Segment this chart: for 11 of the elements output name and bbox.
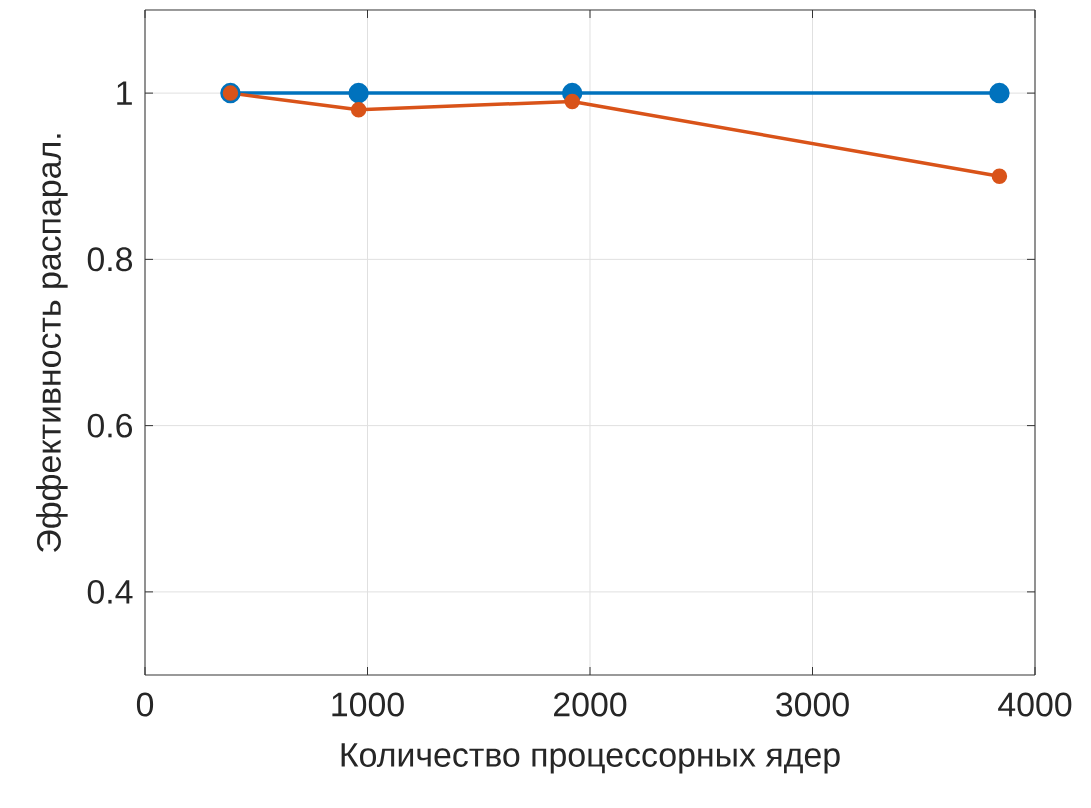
x-tick-label: 1000: [332, 692, 404, 717]
y-tick-label: 0.4: [87, 579, 133, 604]
y-tick-label: 0.8: [87, 247, 133, 272]
x-axis-title: Количество процессорных ядер: [341, 743, 840, 774]
y-tick-label: 0.6: [87, 413, 133, 438]
y-tick-label: 1: [117, 81, 132, 105]
x-tick-label: 0: [136, 692, 154, 717]
x-tick-label: 2000: [554, 692, 627, 717]
x-tick-label: 3000: [776, 692, 849, 717]
y-axis-title: Эффективность распарал.: [36, 134, 68, 552]
x-tick-label: 4000: [998, 692, 1072, 717]
